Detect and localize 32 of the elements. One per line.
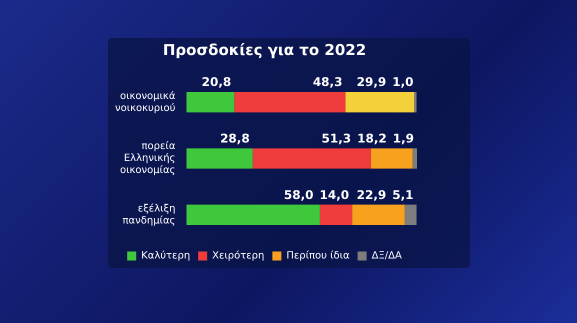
y-tick-label: πορεία Ελληνικής οικονομίας <box>120 141 176 176</box>
bar <box>320 204 352 225</box>
legend-label: Καλύτερη <box>141 250 190 262</box>
data-label: 14,0 <box>319 188 350 202</box>
bar <box>370 148 413 169</box>
data-label: 20,8 <box>202 75 232 90</box>
y-tick-label: εξέλιξη πανδημίας <box>122 203 176 226</box>
bar <box>412 148 417 169</box>
y-tick-label: οικονομικά νοικοκυριού <box>114 90 176 114</box>
data-label: 1,9 <box>392 131 414 146</box>
bar <box>234 92 346 112</box>
bar <box>186 148 253 169</box>
data-label: 48,3 <box>312 75 342 90</box>
data-label: 22,9 <box>356 188 386 202</box>
data-label: 58,0 <box>284 188 314 202</box>
data-label: 28,8 <box>220 131 250 146</box>
bar <box>414 92 417 112</box>
bar <box>345 92 414 112</box>
data-label: 5,1 <box>392 188 414 202</box>
chart-title: Προσδοκίες για το 2022 <box>162 40 366 59</box>
bar <box>352 204 405 225</box>
bar <box>404 204 417 225</box>
legend-label: Περίπου ίδια <box>286 250 350 262</box>
legend-label: Χειρότερη <box>212 250 264 262</box>
bar <box>186 204 320 225</box>
data-label: 18,2 <box>357 131 387 146</box>
data-label: 29,9 <box>356 75 386 90</box>
bar <box>186 92 234 112</box>
data-label: 1,0 <box>392 75 414 90</box>
data-label: 51,3 <box>322 131 352 146</box>
bar <box>252 148 371 169</box>
legend-label: ΔΞ/ΔΑ <box>372 250 402 262</box>
